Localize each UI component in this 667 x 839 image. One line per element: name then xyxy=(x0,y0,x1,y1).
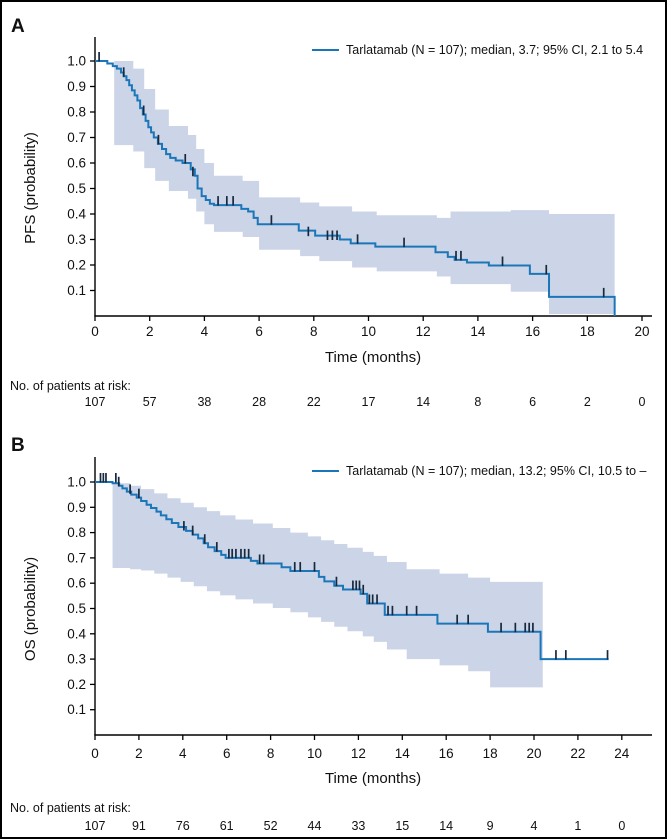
svg-text:2: 2 xyxy=(135,746,143,761)
censor-ticks xyxy=(99,473,609,660)
censor-ticks xyxy=(98,52,605,298)
svg-text:8: 8 xyxy=(267,746,275,761)
ci-band xyxy=(114,61,615,314)
svg-text:0.8: 0.8 xyxy=(67,525,86,540)
svg-text:0.6: 0.6 xyxy=(67,576,86,591)
y-axis-title: PFS (probability) xyxy=(22,132,39,244)
svg-text:20: 20 xyxy=(526,746,541,761)
at-risk-counts: 107 57 38 28 22 17 14 8 6 2 0 xyxy=(85,395,646,409)
at-risk-count: 107 xyxy=(85,395,106,409)
at-risk-label: No. of patients at risk: xyxy=(10,379,131,393)
svg-text:0.9: 0.9 xyxy=(67,79,86,94)
svg-text:0.2: 0.2 xyxy=(67,677,86,692)
x-axis-title: Time (months) xyxy=(325,349,421,366)
svg-text:22: 22 xyxy=(570,746,585,761)
axes: 0 2 4 6 8 10 12 14 16 18 20 22 241.00.90.80.70.60.50… xyxy=(67,457,652,761)
at-risk-count: 4 xyxy=(531,819,538,833)
svg-text:2: 2 xyxy=(146,324,154,339)
at-risk-count: 9 xyxy=(487,819,494,833)
svg-text:16: 16 xyxy=(439,746,454,761)
svg-text:10: 10 xyxy=(307,746,322,761)
axes: 0 2 4 6 8 10 12 14 16 18 20 1.0 0.9 0.8 0.7 0.6 0.5 0.4 0.… xyxy=(67,37,652,339)
os-panel: 0 2 4 6 8 10 12 14 16 18 20 22 241.00.90.80.70.60.50… xyxy=(10,435,652,833)
survival-curve xyxy=(95,481,609,661)
at-risk-count: 76 xyxy=(176,819,190,833)
at-risk-count: 15 xyxy=(395,819,409,833)
at-risk-count: 52 xyxy=(264,819,278,833)
svg-text:18: 18 xyxy=(483,746,498,761)
svg-text:4: 4 xyxy=(201,324,209,339)
legend-label: Tarlatamab (N = 107); median, 3.7; 95% C… xyxy=(346,43,643,57)
svg-text:0.8: 0.8 xyxy=(67,105,86,120)
at-risk-count: 14 xyxy=(416,395,430,409)
at-risk-label: No. of patients at risk: xyxy=(10,801,131,815)
svg-text:0.7: 0.7 xyxy=(67,130,86,145)
at-risk-count: 107 xyxy=(85,819,106,833)
at-risk-count: 0 xyxy=(618,819,625,833)
svg-text:0.6: 0.6 xyxy=(67,156,86,171)
svg-text:0.3: 0.3 xyxy=(67,652,86,667)
svg-text:18: 18 xyxy=(580,324,595,339)
svg-text:14: 14 xyxy=(470,324,486,339)
svg-text:16: 16 xyxy=(525,324,540,339)
at-risk-count: 6 xyxy=(529,395,536,409)
at-risk-count: 33 xyxy=(351,819,365,833)
svg-text:0.4: 0.4 xyxy=(67,626,86,641)
svg-text:4: 4 xyxy=(179,746,187,761)
svg-text:0: 0 xyxy=(91,746,99,761)
svg-text:0.7: 0.7 xyxy=(67,550,86,565)
at-risk-count: 2 xyxy=(584,395,591,409)
panel-label: A xyxy=(11,16,25,37)
y-axis-title: OS (probability) xyxy=(22,557,39,661)
svg-text:0.5: 0.5 xyxy=(67,181,86,196)
svg-text:1.0: 1.0 xyxy=(67,475,86,490)
svg-text:0: 0 xyxy=(91,324,99,339)
survival-curve xyxy=(95,60,616,316)
svg-text:6: 6 xyxy=(255,324,263,339)
svg-text:6: 6 xyxy=(223,746,231,761)
svg-text:10: 10 xyxy=(361,324,376,339)
svg-text:24: 24 xyxy=(614,746,630,761)
at-risk-count: 91 xyxy=(132,819,146,833)
svg-text:12: 12 xyxy=(351,746,366,761)
svg-text:0.1: 0.1 xyxy=(67,702,86,717)
svg-text:14: 14 xyxy=(395,746,411,761)
at-risk-count: 8 xyxy=(474,395,481,409)
svg-text:20: 20 xyxy=(634,324,649,339)
at-risk-counts: 107 91 76 61 52 44 33 15 14 9 4 1 0 xyxy=(85,819,626,833)
at-risk-count: 44 xyxy=(308,819,322,833)
svg-text:1.0: 1.0 xyxy=(67,54,86,69)
at-risk-count: 28 xyxy=(252,395,266,409)
at-risk-count: 57 xyxy=(143,395,157,409)
svg-text:0.5: 0.5 xyxy=(67,601,86,616)
ci-band xyxy=(112,483,543,688)
at-risk-count: 38 xyxy=(197,395,211,409)
svg-text:0.3: 0.3 xyxy=(67,232,86,247)
svg-text:0.2: 0.2 xyxy=(67,258,86,273)
at-risk-count: 14 xyxy=(439,819,453,833)
panel-label: B xyxy=(11,435,25,456)
at-risk-count: 0 xyxy=(639,395,646,409)
at-risk-count: 1 xyxy=(574,819,581,833)
svg-text:0.4: 0.4 xyxy=(67,207,86,222)
svg-text:8: 8 xyxy=(310,324,318,339)
legend-label: Tarlatamab (N = 107); median, 13.2; 95% … xyxy=(346,464,647,478)
at-risk-count: 17 xyxy=(362,395,376,409)
svg-text:0.9: 0.9 xyxy=(67,500,86,515)
svg-text:12: 12 xyxy=(416,324,431,339)
pfs-panel: 0 2 4 6 8 10 12 14 16 18 201.00.90.80.70.60.50.40.… xyxy=(10,16,652,409)
svg-text:0.1: 0.1 xyxy=(67,283,86,298)
at-risk-count: 61 xyxy=(220,819,234,833)
at-risk-count: 22 xyxy=(307,395,321,409)
x-axis-title: Time (months) xyxy=(325,770,421,787)
